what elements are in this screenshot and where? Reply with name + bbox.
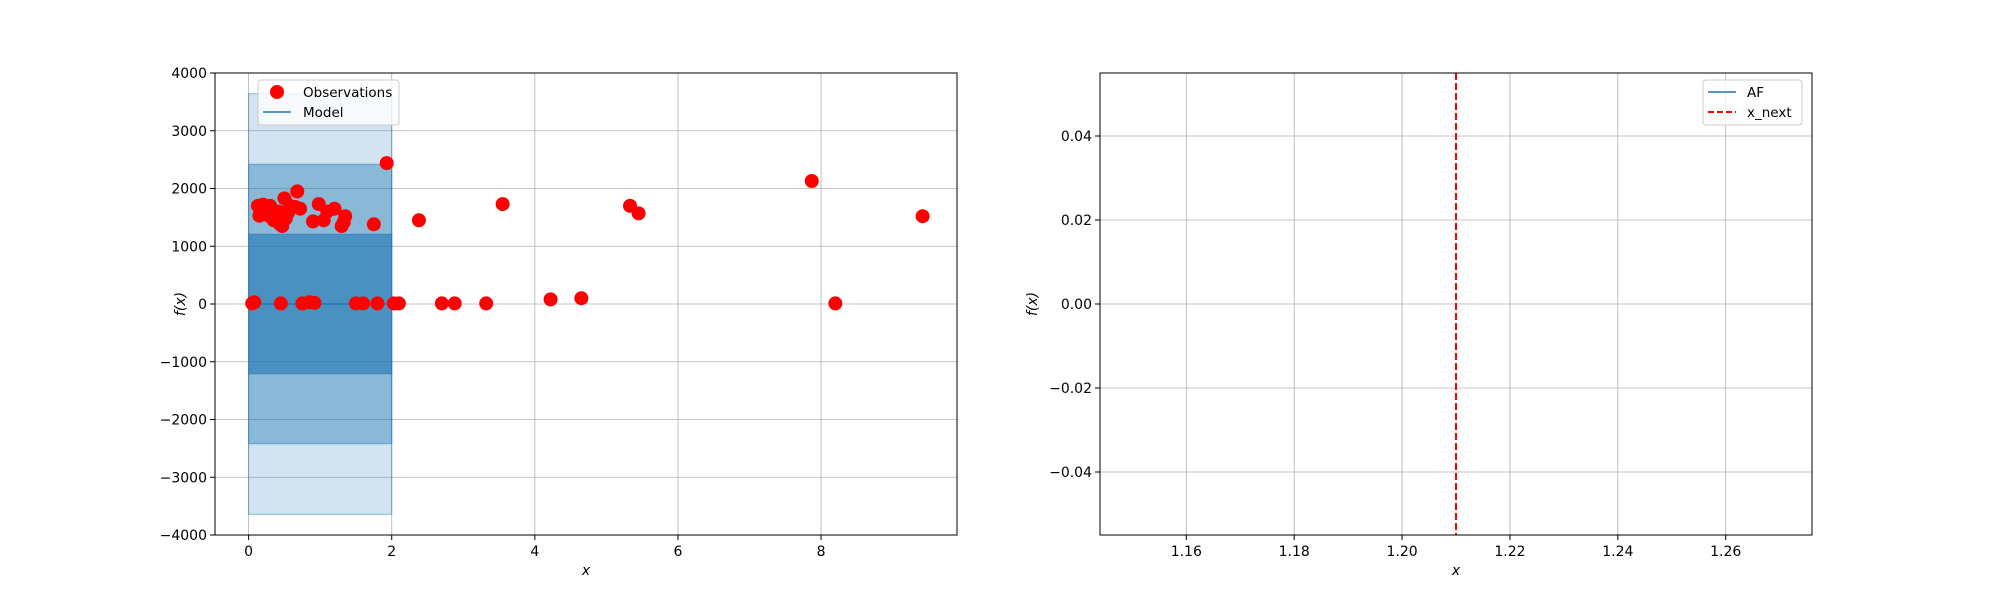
y-tick-label: −3000 <box>160 470 207 486</box>
x-tick-label: 1.22 <box>1494 544 1525 560</box>
x-axis-label: x <box>1451 563 1461 579</box>
y-tick-label: 0.04 <box>1061 129 1092 145</box>
observation-point <box>804 173 819 188</box>
observation-point <box>307 295 322 310</box>
observation-point <box>338 209 353 224</box>
x-tick-label: 1.20 <box>1386 544 1417 560</box>
observation-point <box>306 214 321 229</box>
observation-point <box>247 295 262 310</box>
x-tick-label: 1.24 <box>1602 544 1633 560</box>
y-tick-label: 4000 <box>171 66 207 82</box>
observation-point <box>293 201 308 216</box>
legend-observations-marker <box>270 85 284 99</box>
observation-point <box>543 292 558 307</box>
observation-point <box>273 296 288 311</box>
observation-point <box>370 296 385 311</box>
observation-point <box>574 291 589 306</box>
y-axis-label: f(x) <box>1025 292 1041 316</box>
observation-point <box>327 201 342 216</box>
y-tick-label: −0.04 <box>1049 465 1092 481</box>
x-tick-label: 6 <box>673 544 682 560</box>
observation-point <box>495 197 510 212</box>
observation-point <box>915 209 930 224</box>
y-tick-label: −1000 <box>160 355 207 371</box>
legend-observations-label: Observations <box>303 85 392 101</box>
x-tick-label: 2 <box>387 544 396 560</box>
x-tick-label: 1.18 <box>1279 544 1310 560</box>
observation-point <box>411 213 426 228</box>
legend-af-label: AF <box>1747 85 1764 101</box>
observation-point <box>356 296 371 311</box>
y-tick-label: −2000 <box>160 413 207 429</box>
left-plot: 0 2 4 6 8 −4000 −3000 −2000 −1000 0 1000 2000 3000 40… <box>160 66 958 579</box>
y-tick-label: 2000 <box>171 182 207 198</box>
observation-point <box>366 217 381 232</box>
x-tick-label: 0 <box>244 544 253 560</box>
x-axis-label: x <box>581 563 591 579</box>
observation-point <box>290 184 305 199</box>
y-tick-label: 0.00 <box>1061 297 1092 313</box>
x-tick-label: 1.26 <box>1710 544 1741 560</box>
observation-point <box>828 296 843 311</box>
y-axis-label: f(x) <box>173 292 189 316</box>
legend: Observations Model <box>257 79 400 126</box>
x-tick-label: 4 <box>530 544 539 560</box>
observation-point <box>631 206 646 221</box>
right-plot: 1.16 1.18 1.20 1.22 1.24 1.26 −0.04 −0.02 0.00 0.… <box>1025 72 1813 579</box>
legend-x-next-label: x_next <box>1747 105 1792 121</box>
y-tick-label: −4000 <box>160 528 207 544</box>
observation-point <box>434 296 449 311</box>
observation-point <box>479 296 494 311</box>
observation-point <box>447 296 462 311</box>
legend-box <box>257 79 400 126</box>
observation-point <box>379 156 394 171</box>
legend: AF x_next <box>1702 79 1803 126</box>
y-tick-label: 0.02 <box>1061 213 1092 229</box>
legend-model-label: Model <box>303 105 344 121</box>
x-tick-label: 8 <box>817 544 826 560</box>
y-tick-label: 3000 <box>171 124 207 140</box>
x-tick-label: 1.16 <box>1171 544 1202 560</box>
observation-point <box>391 296 406 311</box>
y-tick-label: 0 <box>198 297 207 313</box>
y-tick-label: 1000 <box>171 239 207 255</box>
y-tick-label: −0.02 <box>1049 381 1092 397</box>
